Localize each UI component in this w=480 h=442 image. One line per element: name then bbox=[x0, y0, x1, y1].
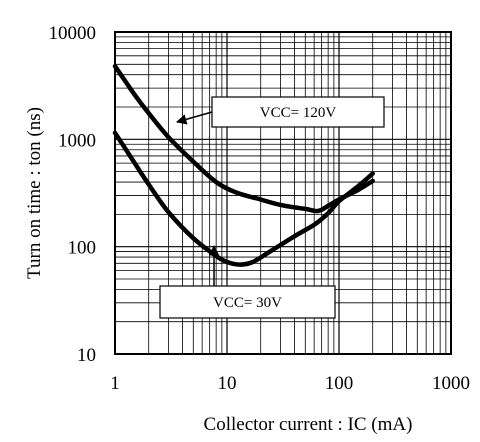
x-tick-label: 1 bbox=[110, 373, 120, 394]
annotation-label: VCC= 120V bbox=[260, 105, 337, 121]
annotation-label: VCC= 30V bbox=[213, 295, 282, 311]
y-tick-label: 1000 bbox=[58, 130, 96, 151]
x-tick-label: 10 bbox=[218, 373, 237, 394]
y-tick-label: 10 bbox=[77, 345, 96, 366]
annotation-vcc-120v: VCC= 120V bbox=[177, 97, 384, 127]
y-axis-label: Turn on time : ton (ns) bbox=[24, 107, 45, 279]
x-tick-label: 1000 bbox=[432, 373, 470, 394]
x-axis-label: Collector current : IC (mA) bbox=[204, 414, 413, 435]
y-tick-label: 100 bbox=[68, 238, 97, 259]
x-tick-label: 100 bbox=[325, 373, 354, 394]
y-tick-label: 10000 bbox=[49, 23, 97, 44]
